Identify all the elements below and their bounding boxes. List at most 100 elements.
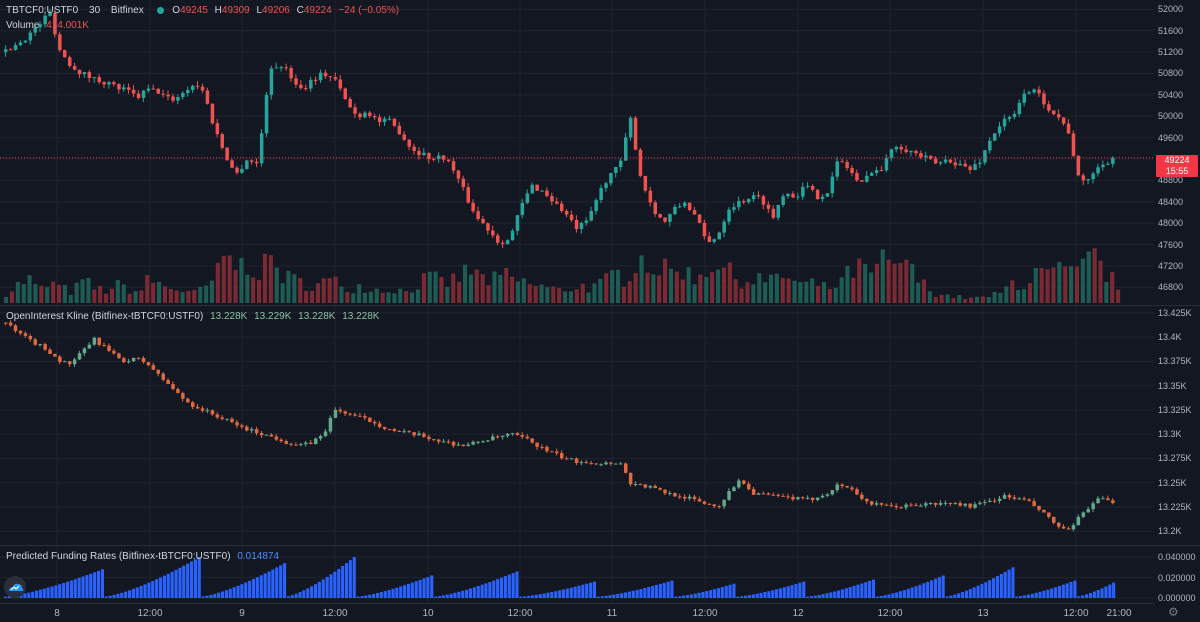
funding-bar (639, 589, 643, 598)
tradingview-cloud-icon[interactable] (4, 576, 26, 598)
open-interest-candle (1096, 496, 1100, 504)
funding-bar (453, 592, 457, 598)
volume-bar (633, 273, 638, 303)
open-interest-axis[interactable]: 13.425K 13.4K 13.375K 13.35K 13.325K 13.3K 13.… (1154, 306, 1200, 545)
open-interest-pane[interactable] (0, 306, 1154, 545)
open-interest-candle (722, 499, 726, 509)
open-interest-candle (289, 442, 293, 447)
time-axis-label: 21:00 (1106, 608, 1132, 619)
funding-bar (1042, 590, 1046, 598)
funding-bar (182, 565, 186, 598)
open-interest-candle (102, 342, 106, 347)
funding-axis[interactable]: 0.040000 0.020000 0.000000 (1154, 546, 1200, 603)
funding-bar (740, 596, 744, 598)
funding-bar (35, 590, 39, 598)
gear-icon[interactable]: ⚙ (1168, 605, 1179, 619)
open-interest-candle (43, 342, 47, 351)
pane-separator[interactable] (0, 545, 1200, 546)
funding-bar (798, 582, 802, 598)
price-chart-pane[interactable] (0, 0, 1154, 305)
price-candle (318, 69, 323, 83)
symbol-label[interactable]: TBTCF0:USTF0 (6, 5, 79, 16)
price-candle (742, 199, 746, 205)
funding-bar (813, 595, 817, 598)
funding-bar (724, 585, 728, 598)
open-interest-candle (535, 442, 539, 450)
price-candle (1076, 155, 1081, 177)
open-interest-candle (609, 461, 613, 466)
volume-bar (1110, 271, 1115, 303)
axis-tick-label: 51200 (1158, 47, 1184, 58)
volume-bar (457, 281, 462, 303)
price-candle (924, 151, 928, 162)
volume-bar (139, 290, 144, 303)
open-interest-candle (781, 493, 785, 497)
time-axis-label: 8 (54, 608, 60, 619)
price-candle (323, 69, 328, 79)
funding-bar (899, 591, 903, 598)
open-interest-candle (373, 419, 377, 427)
price-chart[interactable] (0, 0, 1154, 305)
time-axis-label: 9 (239, 608, 245, 619)
pane-separator[interactable] (0, 305, 1200, 306)
funding-bar (1003, 571, 1007, 598)
volume-bar (45, 287, 50, 303)
funding-bar (236, 585, 240, 598)
volume-bar (410, 292, 415, 303)
open-interest-candle (245, 425, 249, 432)
price-candle (796, 192, 800, 201)
funding-bar (689, 594, 693, 598)
funding-rate-pane[interactable] (0, 546, 1154, 602)
funding-bar (871, 579, 875, 598)
open-interest-candle (889, 502, 894, 508)
price-candle (491, 225, 495, 238)
price-candle (889, 148, 894, 162)
interval-label[interactable]: 30 (89, 5, 101, 16)
volume-bar (174, 290, 179, 303)
price-candle (751, 192, 756, 203)
price-candle (643, 175, 648, 193)
funding-bar (891, 593, 895, 598)
volume-bar (527, 284, 532, 303)
open-interest-candle (112, 348, 116, 355)
axis-tick-label: 13.35K (1158, 380, 1187, 391)
time-axis[interactable]: 8 12:00 9 12:00 10 12:00 11 12:00 12 12:00 13 12:00… (0, 603, 1154, 622)
price-candle (673, 204, 677, 215)
funding-bar (360, 596, 364, 598)
price-candle (53, 9, 57, 38)
volume-bar (933, 296, 938, 303)
open-interest-candle (697, 496, 702, 502)
open-interest-candle (751, 486, 756, 495)
funding-rate-chart[interactable] (0, 546, 1154, 602)
funding-bar (480, 584, 484, 598)
funding-bar (476, 586, 480, 598)
volume-bar (98, 285, 103, 303)
funding-bar (399, 586, 403, 598)
price-candle (141, 89, 146, 102)
funding-bar (759, 592, 763, 598)
open-interest-chart[interactable] (0, 306, 1154, 545)
open-interest-candle (87, 342, 92, 349)
funding-bar (1026, 594, 1030, 598)
volume-bar (1063, 266, 1068, 303)
funding-bar (534, 594, 538, 598)
volume-legend: Volume 414.001K (6, 20, 93, 31)
funding-bar (430, 575, 434, 598)
funding-bar (569, 587, 573, 598)
price-axis[interactable]: 5200051600512005080050400500004960049200… (1154, 0, 1200, 305)
price-candle (505, 239, 510, 245)
price-candle (560, 200, 564, 213)
open-interest-candle (412, 432, 416, 438)
volume-bar (921, 279, 926, 303)
funding-bar (410, 582, 414, 598)
price-candle (151, 84, 156, 90)
volume-bar (704, 277, 709, 303)
volume-bar (1039, 268, 1044, 303)
volume-bar (198, 286, 203, 303)
time-axis-label: 12:00 (877, 608, 903, 619)
open-interest-candle (879, 502, 884, 507)
open-interest-candle (919, 503, 923, 507)
axis-tick-label: 13.4K (1158, 332, 1182, 343)
volume-bar (880, 249, 885, 303)
open-interest-candle (564, 456, 569, 460)
